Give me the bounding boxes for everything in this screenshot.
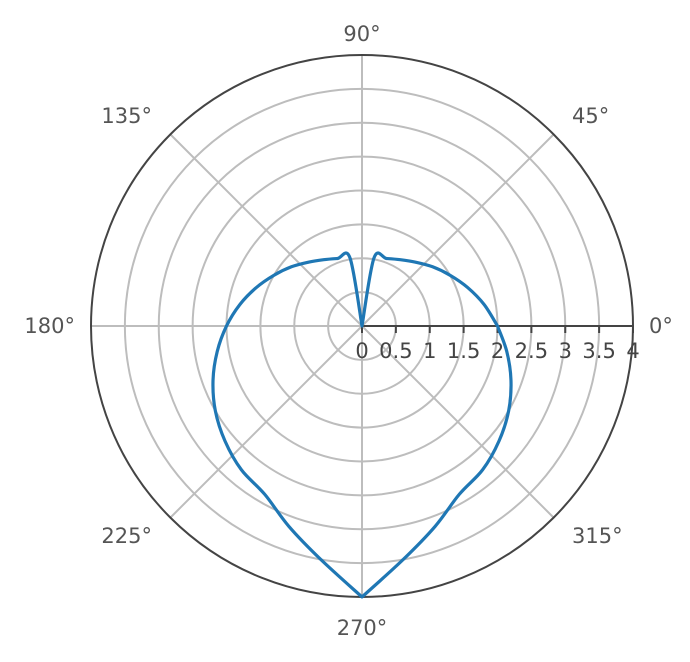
series-line-0 [211, 251, 513, 599]
radial-tick-label: 0 [355, 339, 368, 363]
angle-label-315: 315° [572, 524, 623, 548]
angular-gridline-225 [169, 325, 363, 519]
angular-gridline-315 [361, 325, 555, 519]
angle-label-0: 0° [649, 314, 673, 338]
radial-tick-label: 2.5 [515, 339, 548, 363]
angle-label-270: 270° [337, 616, 388, 640]
radial-tick-label: 1 [423, 339, 436, 363]
angular-gridline-135 [169, 133, 363, 327]
angle-label-225: 225° [101, 524, 152, 548]
angular-gridline-45 [361, 133, 555, 327]
radial-tick-label: 1.5 [447, 339, 480, 363]
radial-tick-label: 3.5 [582, 339, 615, 363]
angle-label-135: 135° [101, 104, 152, 128]
axis-labels: 0 0.5 1 1.5 2 2.5 3 3.5 4 0° 45° 90° 135° 180° 225° 270… [24, 22, 672, 640]
angle-label-180: 180° [24, 314, 75, 338]
radial-tick-label: 4 [626, 339, 639, 363]
data-series [211, 251, 513, 599]
radial-tick-label: 2 [491, 339, 504, 363]
angle-label-90: 90° [343, 22, 380, 46]
radial-tick-label: 0.5 [379, 339, 412, 363]
radial-tick-label: 3 [559, 339, 572, 363]
angle-label-45: 45° [572, 104, 609, 128]
